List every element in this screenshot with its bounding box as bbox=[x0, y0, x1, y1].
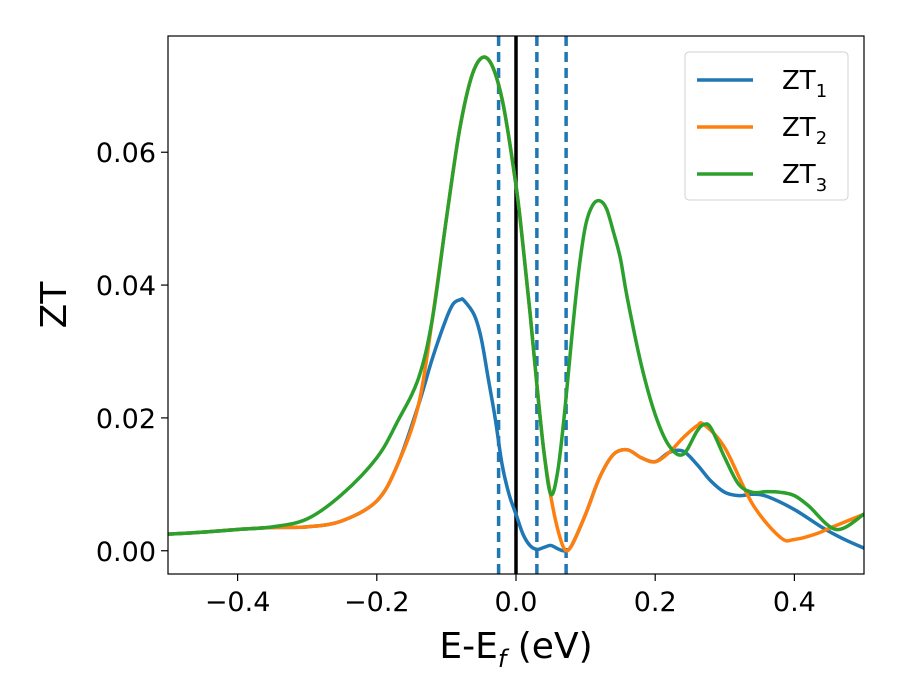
x-tick-label: −0.4 bbox=[205, 587, 271, 618]
y-tick-label: 0.04 bbox=[96, 271, 156, 302]
series-layer bbox=[168, 55, 864, 553]
legend-label-zt3: ZT3 bbox=[782, 160, 827, 196]
y-tick-label: 0.06 bbox=[96, 138, 156, 169]
series-line-zt3 bbox=[168, 55, 864, 536]
x-tick-label: 0.0 bbox=[495, 587, 538, 618]
legend: ZT1 ZT2 ZT3 bbox=[684, 51, 849, 201]
x-tick-label: 0.2 bbox=[634, 587, 677, 618]
y-tick-label: 0.00 bbox=[96, 537, 156, 568]
y-tick-label: 0.02 bbox=[96, 404, 156, 435]
legend-label-zt1: ZT1 bbox=[782, 66, 827, 102]
y-axis-title: ZT bbox=[34, 281, 75, 329]
x-axis-title: E-Ef (eV) bbox=[439, 626, 592, 673]
reference-lines bbox=[496, 36, 568, 574]
x-axis: −0.4 −0.2 0.0 0.2 0.4 bbox=[205, 574, 816, 618]
legend-label-zt2: ZT2 bbox=[782, 113, 827, 149]
y-axis: 0.00 0.02 0.04 0.06 bbox=[96, 138, 168, 568]
x-tick-label: 0.4 bbox=[773, 587, 816, 618]
x-tick-label: −0.2 bbox=[344, 587, 410, 618]
legend-box bbox=[684, 51, 849, 201]
